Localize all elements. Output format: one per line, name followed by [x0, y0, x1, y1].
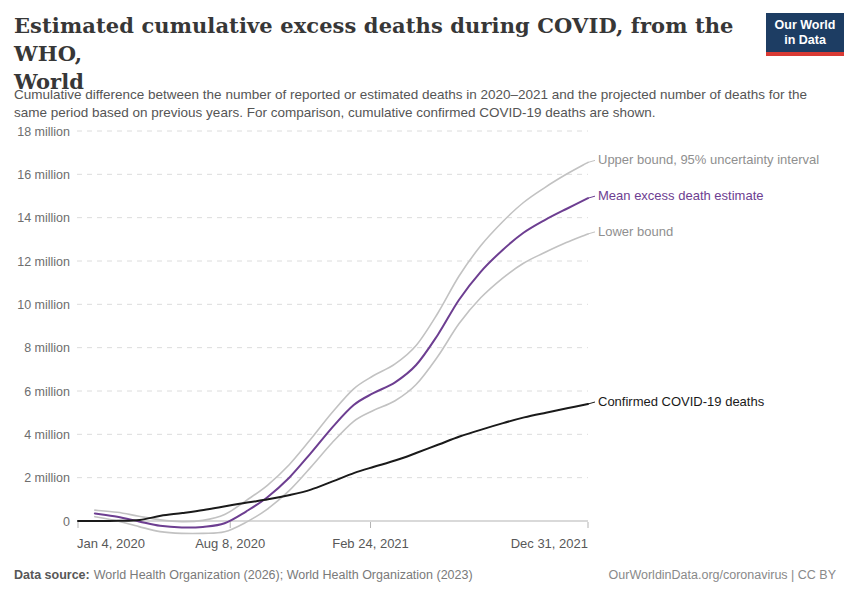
series-line-lower-bound[interactable]	[95, 234, 588, 534]
x-axis-tick-label: Aug 8, 2020	[195, 536, 265, 551]
owid-logo-line1: Our World	[768, 18, 842, 33]
y-axis-tick-label: 8 million	[24, 341, 70, 355]
chart-footer: Data source: World Health Organization (2…	[14, 568, 836, 582]
x-axis-tick-label: Dec 31, 2021	[511, 536, 588, 551]
y-axis-tick-label: 14 million	[17, 211, 70, 225]
excess-deaths-line-chart[interactable]: 0 2 million 4 million 6 million 8 million 10 …	[0, 118, 850, 563]
y-axis-tick-label: 12 million	[17, 255, 70, 269]
legend-leader-line	[588, 196, 595, 198]
data-source-text: World Health Organization (2026); World …	[94, 568, 473, 582]
y-axis-tick-label: 18 million	[17, 125, 70, 139]
chart-subtitle: Cumulative difference between the number…	[14, 86, 829, 122]
y-axis-tick-label: 0	[63, 515, 70, 529]
legend-label[interactable]: Lower bound	[598, 224, 673, 239]
legend-label[interactable]: Confirmed COVID-19 deaths	[598, 394, 765, 409]
legend-label[interactable]: Mean excess death estimate	[598, 188, 763, 203]
x-axis-tick-label: Feb 24, 2021	[332, 536, 409, 551]
page-title-line1: Estimated cumulative excess deaths durin…	[14, 12, 759, 68]
y-axis-tick-label: 6 million	[24, 385, 70, 399]
owid-chart-page: Estimated cumulative excess deaths durin…	[0, 0, 850, 600]
license-link[interactable]: OurWorldinData.org/coronavirus | CC BY	[609, 568, 836, 582]
owid-logo-line2: in Data	[768, 33, 842, 48]
series-line-upper-bound-95-uncertainty-interval[interactable]	[95, 162, 588, 521]
legend-label[interactable]: Upper bound, 95% uncertainty interval	[598, 152, 819, 167]
page-title: Estimated cumulative excess deaths durin…	[14, 12, 759, 96]
legend-leader-line	[588, 402, 595, 404]
owid-logo[interactable]: Our World in Data	[766, 13, 844, 56]
x-axis-tick-label: Jan 4, 2020	[77, 536, 145, 551]
y-axis-tick-label: 16 million	[17, 168, 70, 182]
series-line-confirmed-covid-19-deaths[interactable]	[78, 404, 588, 521]
data-source-note: Data source: World Health Organization (2…	[14, 568, 473, 582]
y-axis-tick-label: 10 million	[17, 298, 70, 312]
legend-leader-line	[588, 232, 595, 234]
legend-leader-line	[588, 160, 595, 162]
y-axis-tick-label: 2 million	[24, 471, 70, 485]
data-source-label: Data source:	[14, 568, 90, 582]
y-axis-tick-label: 4 million	[24, 428, 70, 442]
